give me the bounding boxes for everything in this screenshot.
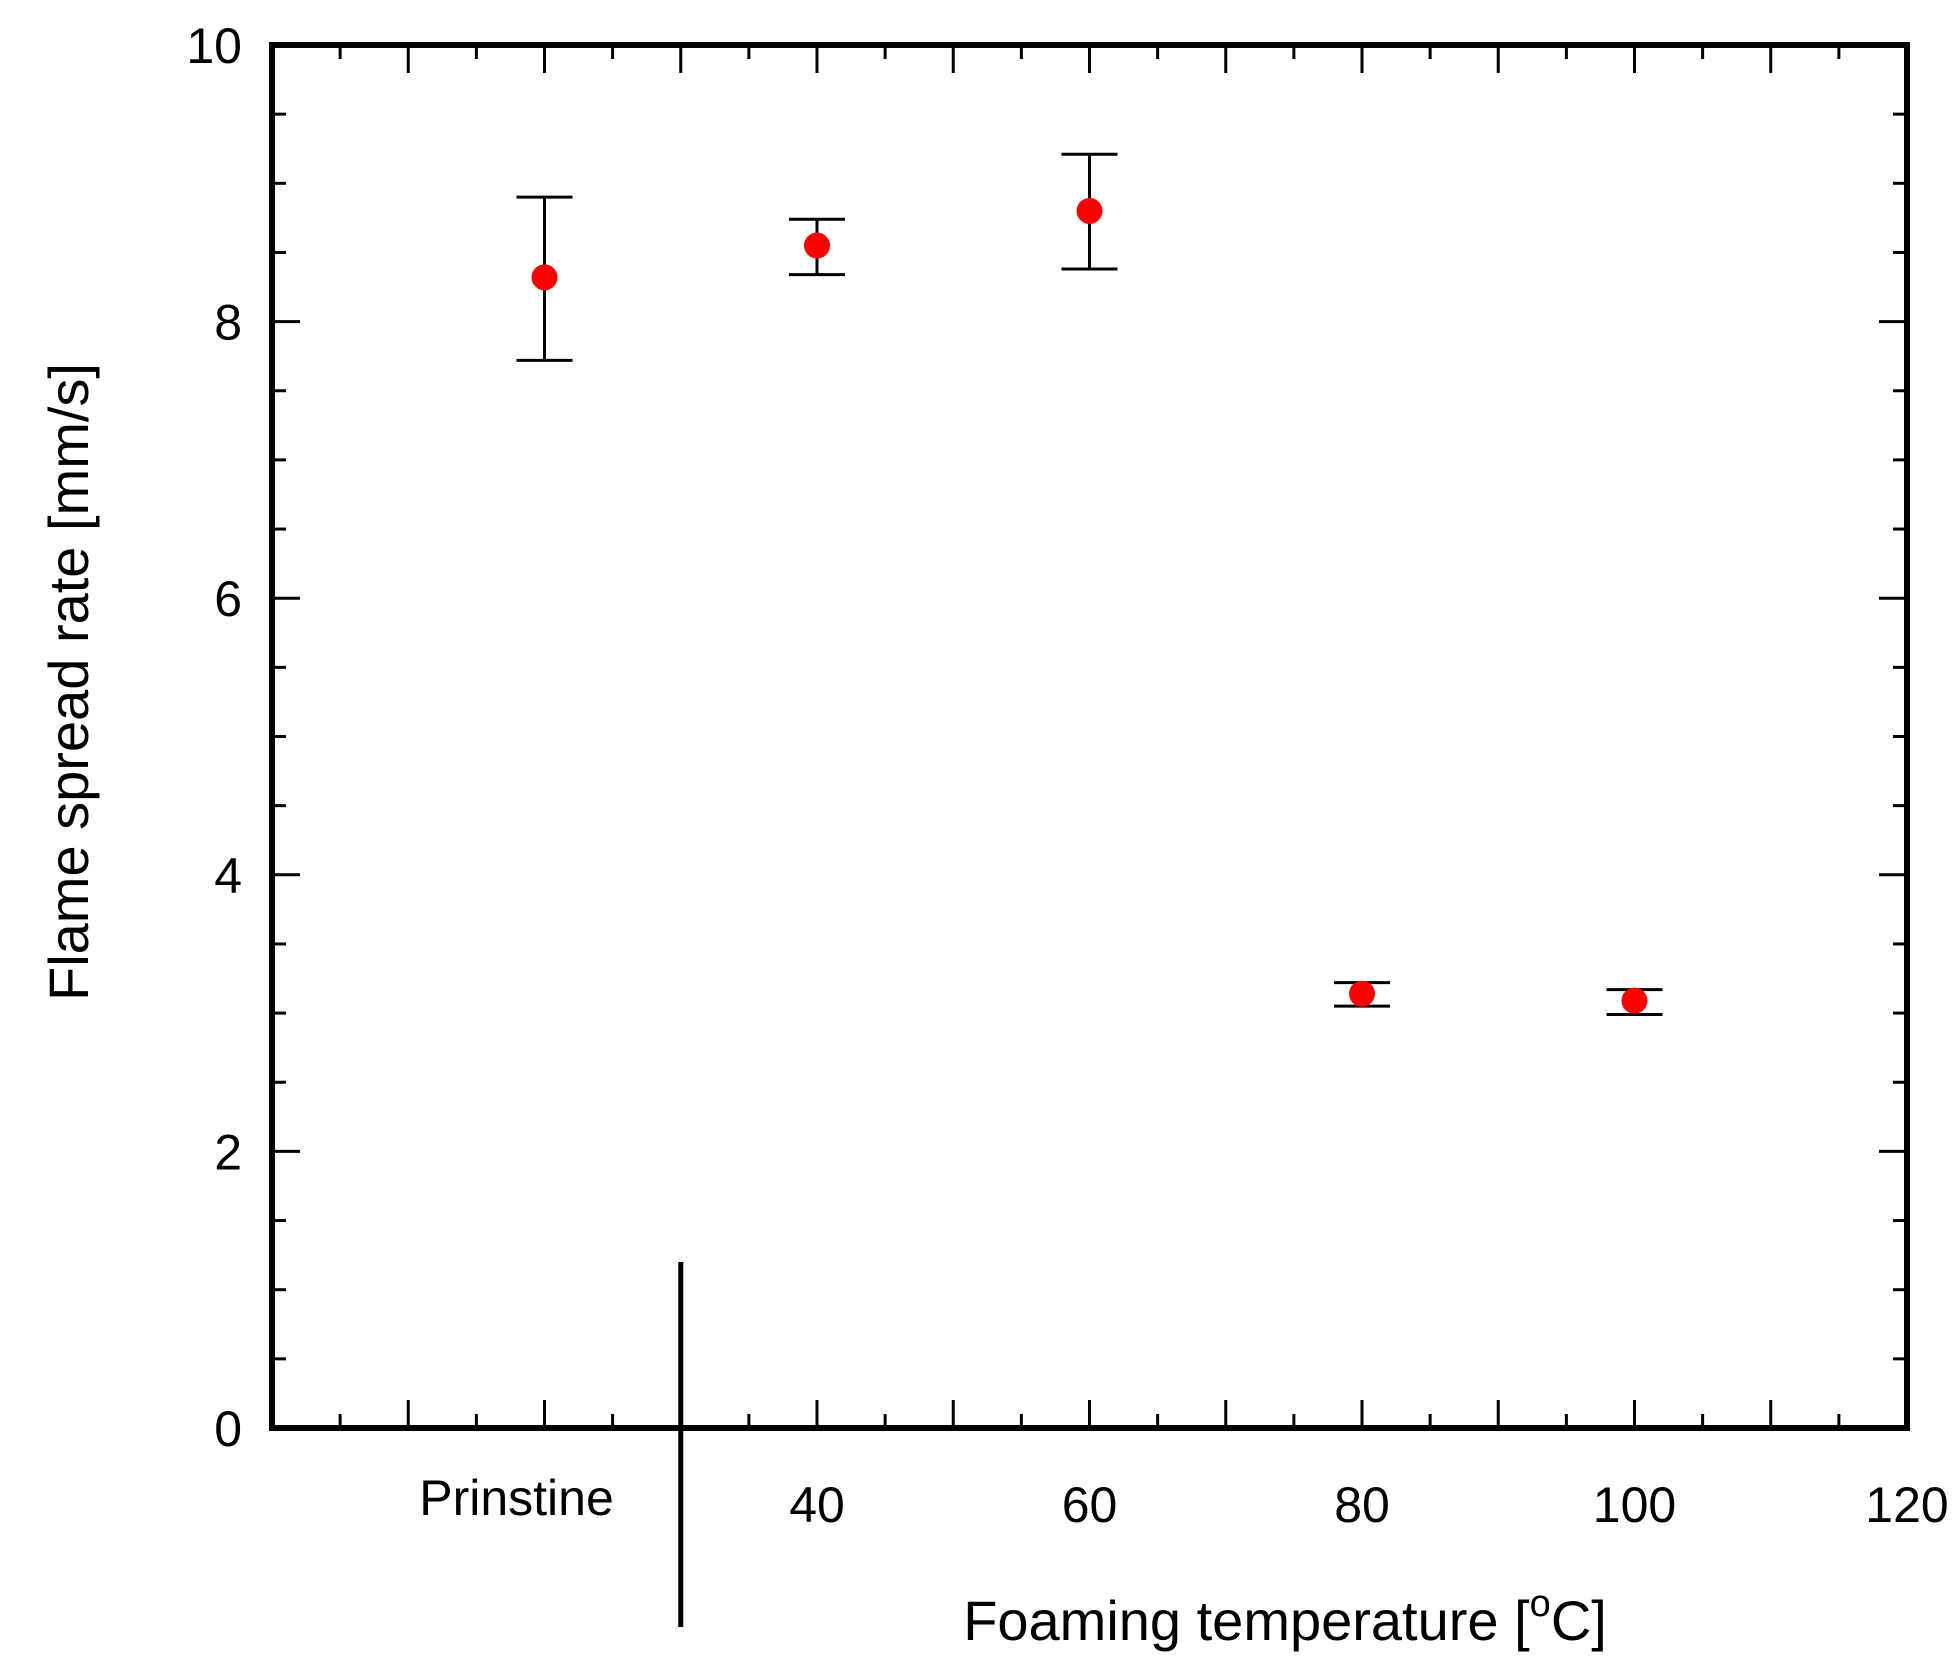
x-axis-title-superscript: o <box>1530 1583 1551 1625</box>
category-label-prinstine: Prinstine <box>419 1470 614 1526</box>
x-tick-label: 120 <box>1865 1477 1948 1533</box>
data-point <box>1621 987 1648 1014</box>
y-tick-label: 8 <box>214 295 242 351</box>
y-tick-label: 10 <box>186 18 242 74</box>
y-tick-label: 0 <box>214 1401 242 1457</box>
x-axis-title-suffix: C] <box>1551 1589 1607 1652</box>
y-tick-label: 2 <box>214 1124 242 1180</box>
y-axis-title: Flame spread rate [mm/s] <box>37 363 100 1001</box>
y-tick-label: 4 <box>214 848 242 904</box>
data-point <box>531 264 558 291</box>
x-tick-label: 100 <box>1593 1477 1676 1533</box>
x-axis-title-main: Foaming temperature [ <box>963 1589 1530 1652</box>
x-tick-label: 80 <box>1334 1477 1390 1533</box>
y-tick-label: 6 <box>214 571 242 627</box>
data-points <box>531 197 1648 1014</box>
x-tick-label: 60 <box>1062 1477 1118 1533</box>
data-point <box>804 232 830 259</box>
data-point <box>1076 197 1103 224</box>
error-bars <box>516 152 1663 1016</box>
data-point <box>1349 980 1375 1007</box>
tick-labels: 0 2 4 6 8 10 40 60 80 100 120 <box>186 18 1948 1533</box>
x-tick-label: 40 <box>789 1477 845 1533</box>
x-axis-title: Foaming temperature [oC] <box>963 1583 1607 1652</box>
plot-frame <box>269 42 1910 1431</box>
